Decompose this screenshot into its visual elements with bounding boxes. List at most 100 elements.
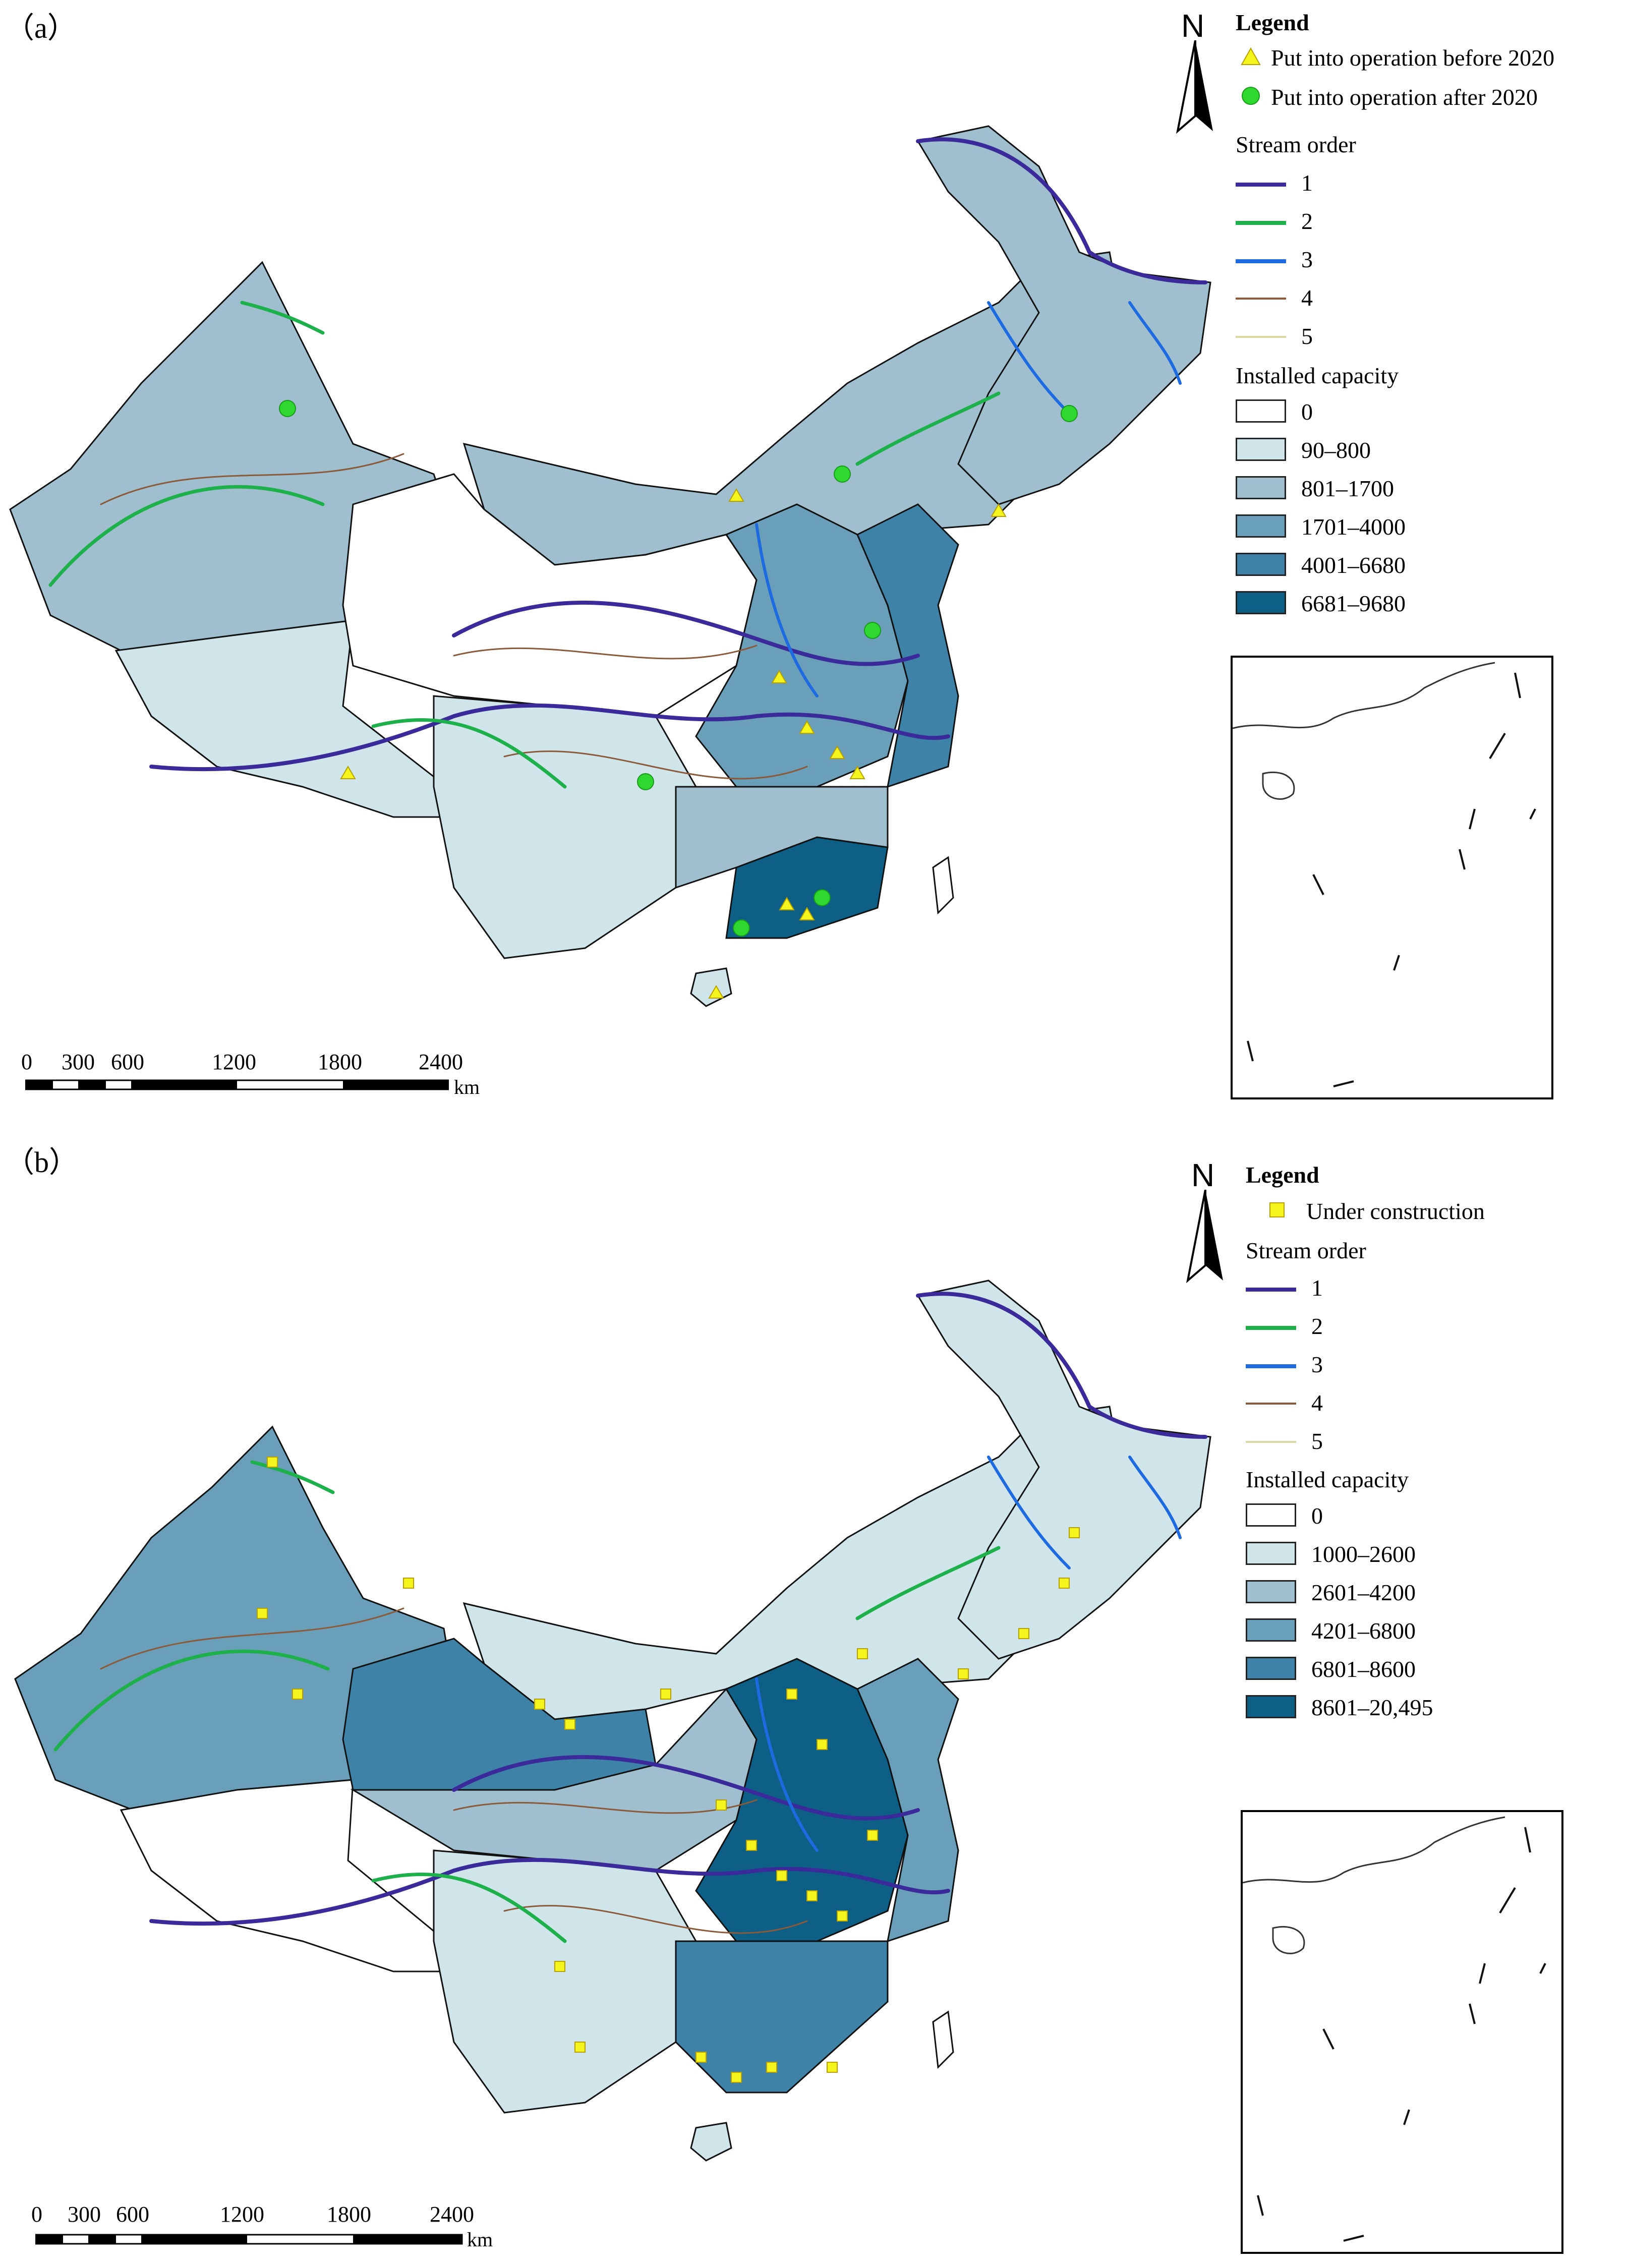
- sites-after-2020: [279, 400, 1078, 937]
- region-southeast: [675, 786, 889, 889]
- capacity-swatch: [1236, 476, 1286, 499]
- stream-4-swatch: [1246, 1403, 1296, 1405]
- capacity-label: 6681–9680: [1301, 591, 1406, 616]
- square-marker: [1018, 1628, 1029, 1639]
- stream-order-title: Stream order: [1246, 1238, 1366, 1263]
- circle-marker: [637, 773, 654, 790]
- capacity-swatch: [1236, 514, 1286, 538]
- south-china-sea-inset: [1231, 656, 1553, 1099]
- square-marker: [564, 1719, 575, 1730]
- capacity-label: 4201–6800: [1311, 1618, 1416, 1644]
- stream-5-swatch: [1246, 1441, 1296, 1443]
- capacity-label: 8601–20,495: [1311, 1695, 1433, 1720]
- square-marker: [837, 1910, 848, 1922]
- legend-marker-label: Under construction: [1306, 1198, 1485, 1224]
- scale-unit: km: [467, 2228, 493, 2251]
- region-northeast: [916, 125, 1211, 505]
- circle-marker: [834, 466, 851, 483]
- capacity-swatch: [1236, 591, 1286, 614]
- square-marker: [817, 1739, 828, 1750]
- stream-order-title: Stream order: [1236, 132, 1356, 157]
- stream-label: 5: [1311, 1428, 1323, 1454]
- stream-4-swatch: [1236, 298, 1286, 300]
- square-marker: [267, 1457, 278, 1468]
- sites-under-construction: [257, 1457, 1080, 2083]
- river-order-1: [149, 137, 1207, 772]
- square-marker: [554, 1961, 565, 1972]
- scale-tick: 600: [116, 2202, 149, 2227]
- china-map: [9, 125, 1211, 1007]
- scale-tick: 0: [31, 2202, 42, 2227]
- south-china-sea-inset: [1241, 1810, 1563, 2254]
- capacity-swatch: [1246, 1542, 1296, 1565]
- legend-title: Legend: [1246, 1162, 1319, 1188]
- stream-3-swatch: [1236, 259, 1286, 263]
- circle-marker: [733, 919, 750, 937]
- square-marker: [403, 1578, 414, 1589]
- capacity-label: 1701–4000: [1301, 514, 1406, 540]
- stream-5-swatch: [1236, 336, 1286, 338]
- stream-1-swatch: [1246, 1288, 1296, 1292]
- stream-label: 2: [1311, 1313, 1323, 1339]
- capacity-label: 2601–4200: [1311, 1580, 1416, 1605]
- capacity-swatch: [1246, 1580, 1296, 1603]
- square-marker: [806, 1890, 818, 1901]
- region-hainan: [690, 967, 732, 1007]
- province-regions: [14, 1280, 1211, 2162]
- sites-before-2020: [340, 488, 1007, 999]
- stream-label: 2: [1301, 208, 1313, 234]
- scale-tick: 1800: [327, 2202, 371, 2227]
- square-marker: [867, 1830, 878, 1841]
- square-marker: [716, 1799, 727, 1811]
- scale-tick: 1200: [212, 1050, 256, 1074]
- capacity-label: 6801–8600: [1311, 1656, 1416, 1682]
- river-order-3: [755, 1456, 1182, 1852]
- rivers: [48, 137, 1207, 789]
- capacity-swatch: [1236, 399, 1286, 423]
- region-southwest: [433, 1849, 697, 2114]
- region-northeast: [916, 1280, 1211, 1660]
- river-order-2: [53, 1460, 1001, 1943]
- square-marker: [574, 2042, 586, 2053]
- stream-2-swatch: [1246, 1326, 1296, 1330]
- stream-label: 5: [1301, 323, 1313, 349]
- square-marker: [1069, 1527, 1080, 1538]
- capacity-swatch: [1236, 438, 1286, 461]
- scale-bar-graphic: [25, 1079, 449, 1090]
- square-marker: [776, 1870, 787, 1881]
- region-east: [856, 1658, 959, 1943]
- scale-tick: 2400: [419, 1050, 463, 1074]
- capacity-swatch: [1246, 1503, 1296, 1527]
- capacity-label: 1000–2600: [1311, 1541, 1416, 1567]
- region-south: [675, 1940, 889, 2093]
- circle-marker: [279, 400, 296, 417]
- square-marker: [958, 1668, 969, 1679]
- scale-tick: 300: [62, 1050, 95, 1074]
- stream-label: 1: [1311, 1275, 1323, 1301]
- circle-marker-icon: [1242, 87, 1260, 105]
- capacity-label: 90–800: [1301, 437, 1371, 463]
- scale-unit: km: [454, 1076, 480, 1098]
- north-arrow-icon: [1176, 40, 1213, 134]
- capacity-swatch: [1236, 553, 1286, 576]
- square-marker: [746, 1840, 757, 1851]
- panel-a: （a）: [5, 8, 1554, 1099]
- panel-label: （a）: [5, 12, 77, 44]
- square-marker: [695, 2052, 707, 2063]
- stream-1-swatch: [1236, 183, 1286, 187]
- stream-label: 4: [1301, 285, 1313, 311]
- north-arrow-icon: [1186, 1190, 1223, 1284]
- scale-tick: 1800: [318, 1050, 362, 1074]
- capacity-label: 0: [1311, 1503, 1323, 1529]
- panel-label: （b）: [5, 1146, 79, 1179]
- capacity-swatch: [1246, 1695, 1296, 1718]
- circle-marker: [814, 889, 831, 906]
- panel-b: （b）: [0, 1134, 1626, 2268]
- square-marker: [660, 1689, 671, 1700]
- scale-tick: 300: [68, 2202, 101, 2227]
- river-order-4: [100, 1607, 808, 1934]
- stream-label: 3: [1301, 247, 1313, 272]
- river-order-1: [149, 1292, 1207, 1926]
- triangle-marker-icon: [1241, 47, 1261, 65]
- region-southwest: [433, 695, 697, 959]
